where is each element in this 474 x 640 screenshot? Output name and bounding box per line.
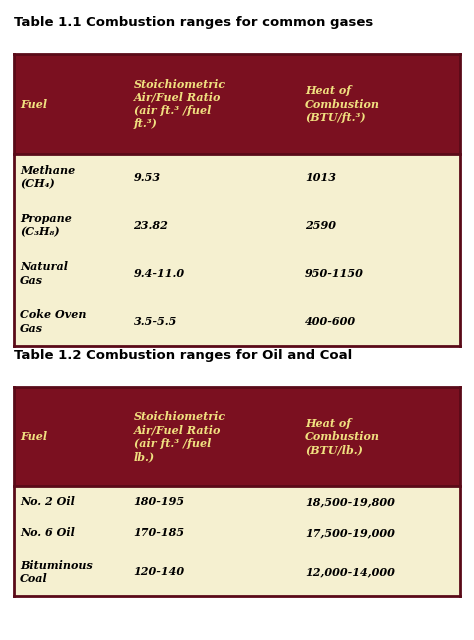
Text: 3.5-5.5: 3.5-5.5 bbox=[134, 316, 177, 327]
Text: 18,500-19,800: 18,500-19,800 bbox=[305, 496, 395, 508]
Text: 120-140: 120-140 bbox=[134, 566, 185, 577]
Text: 950-1150: 950-1150 bbox=[305, 268, 364, 279]
Text: 9.53: 9.53 bbox=[134, 172, 161, 183]
Text: 17,500-19,000: 17,500-19,000 bbox=[305, 527, 395, 538]
Text: Coke Oven
Gas: Coke Oven Gas bbox=[20, 310, 86, 333]
Text: 170-185: 170-185 bbox=[134, 527, 185, 538]
Bar bbox=[14, 387, 460, 486]
Bar bbox=[14, 202, 460, 250]
Text: Table 1.1 Combustion ranges for common gases: Table 1.1 Combustion ranges for common g… bbox=[14, 16, 374, 29]
Text: Bituminous
Coal: Bituminous Coal bbox=[20, 560, 92, 584]
Bar bbox=[14, 548, 460, 596]
Text: Stoichiometric
Air/Fuel Ratio
(air ft.³ /fuel
ft.³): Stoichiometric Air/Fuel Ratio (air ft.³ … bbox=[134, 79, 226, 129]
Text: Fuel: Fuel bbox=[20, 99, 47, 109]
Text: 1013: 1013 bbox=[305, 172, 336, 183]
Bar bbox=[14, 154, 460, 202]
Text: No. 2 Oil: No. 2 Oil bbox=[20, 496, 75, 508]
Text: Heat of
Combustion
(BTU/lb.): Heat of Combustion (BTU/lb.) bbox=[305, 418, 380, 456]
Text: 12,000-14,000: 12,000-14,000 bbox=[305, 566, 395, 577]
Bar bbox=[14, 250, 460, 298]
Text: 180-195: 180-195 bbox=[134, 496, 185, 508]
Bar bbox=[14, 54, 460, 154]
Text: Natural
Gas: Natural Gas bbox=[20, 262, 68, 285]
Bar bbox=[14, 486, 460, 517]
Text: Stoichiometric
Air/Fuel Ratio
(air ft.³ /fuel
lb.): Stoichiometric Air/Fuel Ratio (air ft.³ … bbox=[134, 412, 226, 462]
Text: 400-600: 400-600 bbox=[305, 316, 356, 327]
Text: No. 6 Oil: No. 6 Oil bbox=[20, 527, 75, 538]
Text: Heat of
Combustion
(BTU/ft.³): Heat of Combustion (BTU/ft.³) bbox=[305, 85, 380, 123]
Bar bbox=[14, 298, 460, 346]
Text: 23.82: 23.82 bbox=[134, 220, 168, 231]
Text: 9.4-11.0: 9.4-11.0 bbox=[134, 268, 185, 279]
Bar bbox=[14, 517, 460, 548]
Text: 2590: 2590 bbox=[305, 220, 336, 231]
Text: Fuel: Fuel bbox=[20, 431, 47, 442]
Text: Table 1.2 Combustion ranges for Oil and Coal: Table 1.2 Combustion ranges for Oil and … bbox=[14, 349, 353, 362]
Text: Propane
(C₃H₈): Propane (C₃H₈) bbox=[20, 214, 72, 237]
Text: Methane
(CH₄): Methane (CH₄) bbox=[20, 166, 75, 189]
